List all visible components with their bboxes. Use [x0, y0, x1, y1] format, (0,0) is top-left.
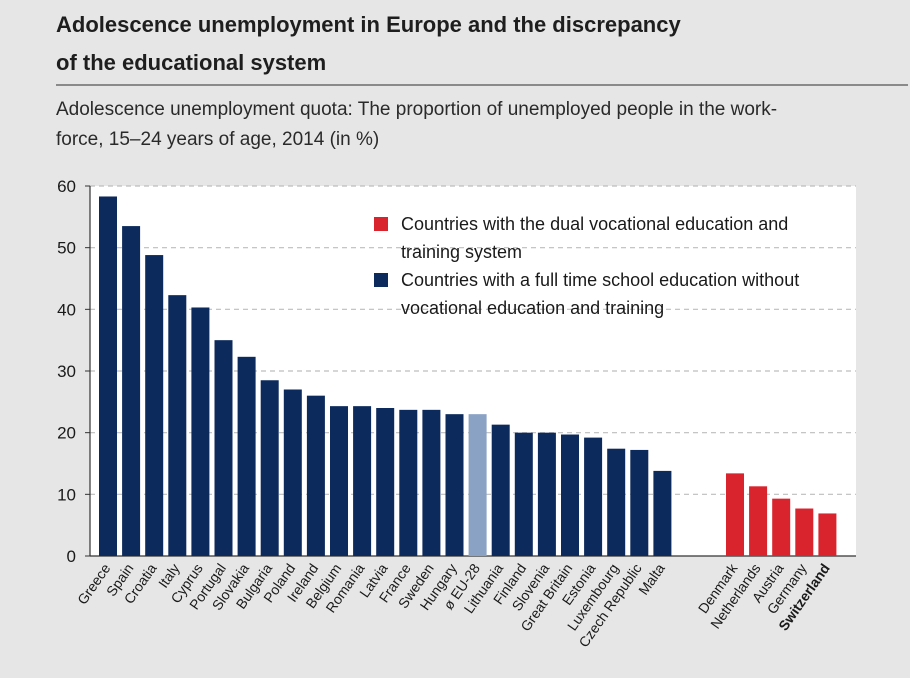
bar: [191, 307, 210, 556]
y-tick-label: 40: [57, 300, 76, 319]
chart-subtitle-line-2: force, 15–24 years of age, 2014 (in %): [56, 129, 380, 150]
legend-label-school-line-2: vocational education and training: [401, 298, 665, 318]
y-tick-label: 20: [57, 424, 76, 443]
bar: [237, 356, 256, 556]
chart-title-line-1: Adolescence unemployment in Europe and t…: [56, 12, 681, 37]
legend-label-dual: Countries with the dual vocational educa…: [401, 210, 788, 266]
chart-title-line-2: of the educational system: [56, 50, 327, 75]
chart-legend: Countries with the dual vocational educa…: [374, 210, 854, 322]
bar: [772, 498, 791, 556]
bar: [607, 448, 626, 556]
legend-label-school-line-1: Countries with a full time school educat…: [401, 270, 800, 290]
bar: [122, 226, 141, 557]
bar: [376, 408, 395, 556]
legend-label-dual-line-1: Countries with the dual vocational educa…: [401, 214, 789, 234]
legend-label-dual-line-2: training system: [401, 242, 523, 262]
bar: [584, 437, 603, 556]
bar: [422, 409, 441, 556]
legend-swatch-dual: [374, 217, 388, 231]
bar: [283, 389, 302, 556]
bar: [795, 508, 814, 556]
bar: [260, 380, 279, 556]
y-tick-label: 30: [57, 362, 76, 381]
bar: [99, 196, 117, 556]
bar: [353, 406, 372, 556]
chart-subtitle-line-1: Adolescence unemployment quota: The prop…: [56, 99, 778, 120]
legend-label-school: Countries with a full time school educat…: [401, 266, 799, 322]
legend-swatch-school: [374, 273, 388, 287]
bar: [445, 414, 464, 556]
bar: [726, 473, 744, 556]
bar: [145, 255, 164, 557]
bar: [399, 409, 418, 556]
bar: [630, 449, 649, 556]
bar: [514, 432, 533, 556]
bar: [214, 340, 233, 556]
bar: [306, 395, 325, 556]
chart-title: Adolescence unemployment in Europe and t…: [56, 6, 876, 82]
chart-subtitle: Adolescence unemployment quota: The prop…: [56, 95, 856, 155]
y-tick-label: 50: [57, 239, 76, 258]
bar: [561, 434, 579, 556]
bar: [168, 295, 187, 556]
bar: [537, 432, 556, 556]
title-divider: [56, 84, 908, 86]
bar: [330, 406, 348, 556]
legend-item-school: Countries with a full time school educat…: [374, 266, 854, 322]
bar: [491, 424, 510, 556]
y-tick-label: 60: [57, 177, 76, 196]
bar: [653, 470, 672, 556]
x-tick-label: Malta: [635, 560, 668, 597]
legend-item-dual: Countries with the dual vocational educa…: [374, 210, 854, 266]
y-tick-label: 0: [67, 547, 76, 566]
bar: [468, 414, 487, 556]
y-tick-label: 10: [57, 485, 76, 504]
bar: [749, 486, 768, 556]
bar: [818, 513, 837, 556]
